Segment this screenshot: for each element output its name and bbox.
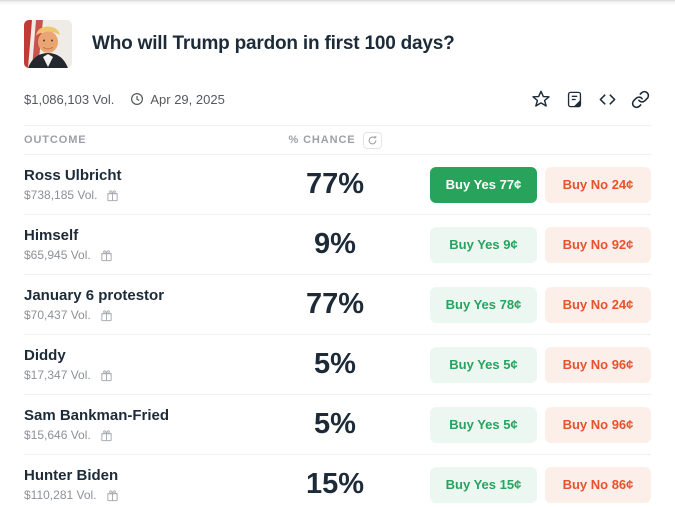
top-divider (0, 0, 675, 5)
outcome-column-header: OUTCOME (24, 134, 87, 146)
buy-no-button[interactable]: Buy No 96¢ (545, 346, 651, 383)
gift-icon (106, 489, 119, 502)
outcome-name[interactable]: Sam Bankman-Fried (24, 407, 170, 424)
clock-icon (130, 92, 144, 106)
outcome-volume: $15,646 Vol. (24, 428, 91, 442)
favorite-star-icon[interactable] (530, 88, 552, 110)
chance-column-header: % CHANCE (288, 134, 356, 146)
market-actions (530, 88, 651, 110)
table-header: OUTCOME % CHANCE (24, 125, 651, 155)
stats-bar: $1,086,103 Vol. Apr 29, 2025 (24, 89, 651, 109)
outcome-volume: $17,347 Vol. (24, 368, 91, 382)
total-volume: $1,086,103 Vol. (24, 91, 115, 107)
outcome-volume: $738,185 Vol. (24, 188, 98, 202)
gift-icon (100, 429, 113, 442)
chance-value: 5% (314, 408, 356, 440)
buy-yes-button[interactable]: Buy Yes 5¢ (430, 406, 537, 443)
end-date: Apr 29, 2025 (150, 91, 225, 107)
buy-no-button[interactable]: Buy No 24¢ (545, 286, 651, 323)
buy-yes-button[interactable]: Buy Yes 15¢ (430, 466, 537, 503)
outcome-name[interactable]: Hunter Biden (24, 467, 119, 484)
embed-code-icon[interactable] (597, 89, 618, 110)
chance-value: 77% (305, 288, 365, 320)
table-row: Sam Bankman-Fried $15,646 Vol. 5% Buy Ye… (24, 395, 651, 455)
chance-value: 77% (305, 168, 365, 200)
outcome-name[interactable]: Diddy (24, 347, 66, 364)
outcome-volume: $65,945 Vol. (24, 248, 91, 262)
gift-icon (106, 189, 119, 202)
buy-yes-button[interactable]: Buy Yes 9¢ (430, 226, 537, 263)
chance-value: 9% (314, 228, 356, 260)
buy-no-button[interactable]: Buy No 86¢ (545, 466, 651, 503)
outcome-name[interactable]: January 6 protestor (24, 287, 165, 304)
buy-yes-button[interactable]: Buy Yes 78¢ (430, 286, 537, 323)
market-avatar-image (24, 20, 72, 68)
copy-link-icon[interactable] (630, 89, 651, 110)
table-row: January 6 protestor $70,437 Vol. 77% Buy… (24, 275, 651, 335)
buy-no-button[interactable]: Buy No 24¢ (545, 166, 651, 203)
market-header: Who will Trump pardon in first 100 days? (24, 5, 651, 68)
buy-no-button[interactable]: Buy No 92¢ (545, 226, 651, 263)
gift-icon (100, 309, 113, 322)
buy-yes-button[interactable]: Buy Yes 77¢ (430, 166, 537, 203)
chance-value: 15% (305, 468, 365, 500)
gift-icon (100, 249, 113, 262)
document-icon[interactable] (564, 89, 585, 110)
market-title: Who will Trump pardon in first 100 days? (92, 33, 455, 54)
buy-yes-button[interactable]: Buy Yes 5¢ (430, 346, 537, 383)
table-row: Diddy $17,347 Vol. 5% Buy Yes 5¢ Buy No … (24, 335, 651, 395)
chance-value: 5% (314, 348, 356, 380)
outcome-volume: $70,437 Vol. (24, 308, 91, 322)
table-row: Hunter Biden $110,281 Vol. 15% Buy Yes 1… (24, 455, 651, 507)
buy-no-button[interactable]: Buy No 96¢ (545, 406, 651, 443)
table-row: Ross Ulbricht $738,185 Vol. 77% Buy Yes … (24, 155, 651, 215)
table-row: Himself $65,945 Vol. 9% Buy Yes 9¢ Buy N… (24, 215, 651, 275)
outcome-name[interactable]: Ross Ulbricht (24, 167, 122, 184)
refresh-icon[interactable] (362, 131, 382, 149)
outcome-name[interactable]: Himself (24, 227, 79, 244)
outcome-volume: $110,281 Vol. (24, 488, 97, 502)
gift-icon (100, 369, 113, 382)
